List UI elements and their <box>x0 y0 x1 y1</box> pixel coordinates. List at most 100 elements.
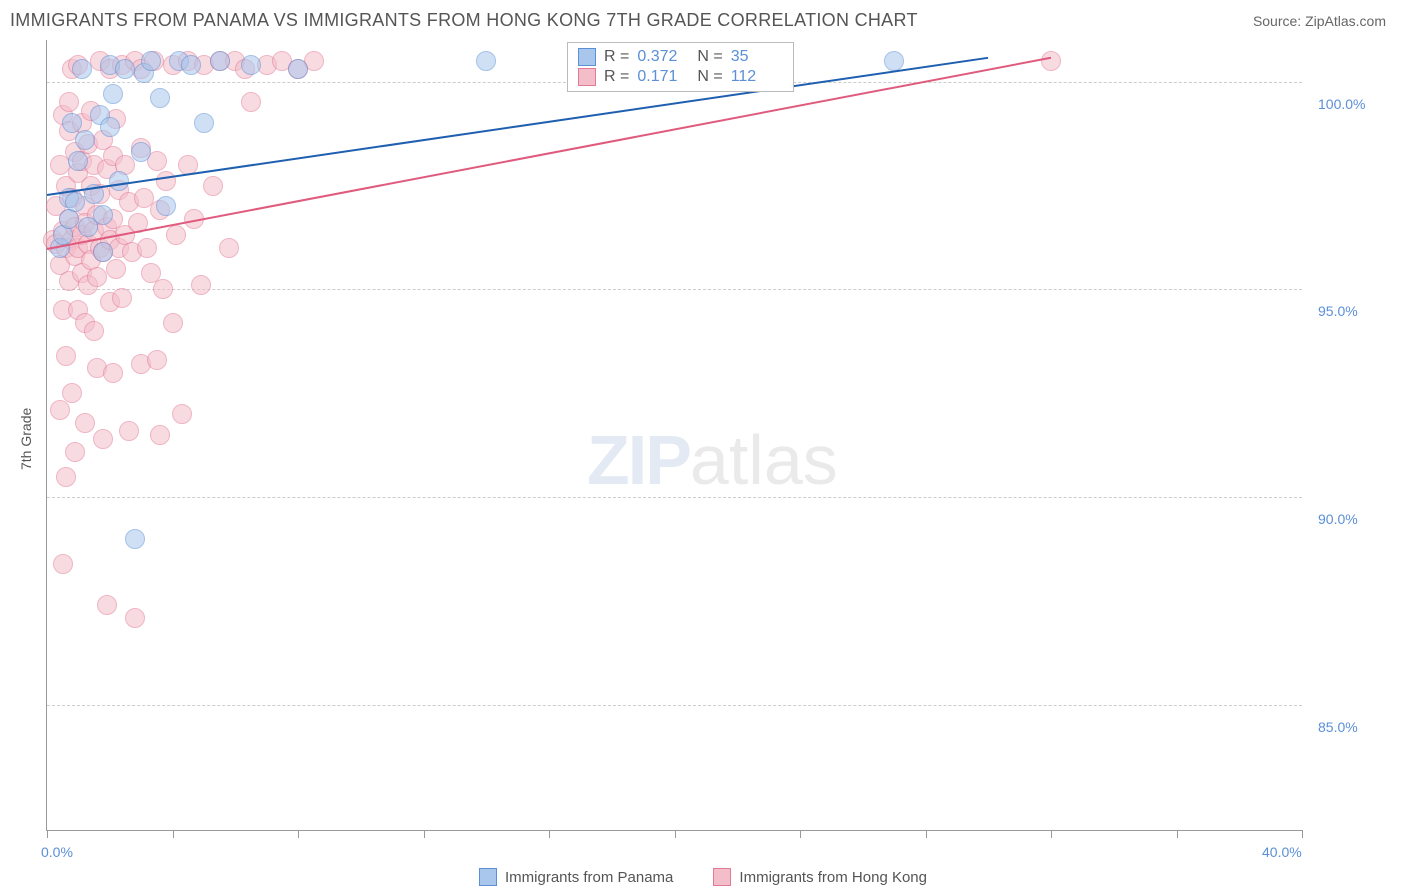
data-point <box>68 151 88 171</box>
data-point <box>125 608 145 628</box>
data-point <box>156 196 176 216</box>
data-point <box>137 238 157 258</box>
data-point <box>119 421 139 441</box>
series-swatch <box>578 68 596 86</box>
data-point <box>166 225 186 245</box>
data-point <box>288 59 308 79</box>
n-label: N = <box>697 48 722 66</box>
data-point <box>59 92 79 112</box>
x-tick <box>675 830 676 838</box>
data-point <box>93 205 113 225</box>
legend-label: Immigrants from Panama <box>505 869 673 886</box>
legend-item: Immigrants from Panama <box>479 868 673 886</box>
r-label: R = <box>604 48 629 66</box>
x-tick <box>1177 830 1178 838</box>
x-tick <box>424 830 425 838</box>
x-tick <box>173 830 174 838</box>
chart-title: IMMIGRANTS FROM PANAMA VS IMMIGRANTS FRO… <box>10 10 918 31</box>
data-point <box>884 51 904 71</box>
data-point <box>87 267 107 287</box>
data-point <box>65 442 85 462</box>
data-point <box>97 595 117 615</box>
data-point <box>150 88 170 108</box>
data-point <box>56 467 76 487</box>
y-axis-title: 7th Grade <box>18 408 34 470</box>
source-label: Source: ZipAtlas.com <box>1253 13 1386 29</box>
data-point <box>181 55 201 75</box>
gridline <box>47 705 1302 706</box>
trend-line <box>47 57 989 196</box>
data-point <box>75 130 95 150</box>
data-point <box>65 192 85 212</box>
data-point <box>163 313 183 333</box>
data-point <box>100 117 120 137</box>
watermark-atlas: atlas <box>690 421 838 499</box>
n-label: N = <box>697 68 722 86</box>
watermark-zip: ZIP <box>587 421 690 499</box>
r-label: R = <box>604 68 629 86</box>
y-tick-label: 100.0% <box>1318 96 1365 112</box>
series-swatch <box>578 48 596 66</box>
stat-row: R = 0.171 N = 112 <box>578 67 783 87</box>
n-value: 112 <box>731 68 783 86</box>
x-tick <box>1302 830 1303 838</box>
data-point <box>72 59 92 79</box>
data-point <box>210 51 230 71</box>
data-point <box>241 55 261 75</box>
x-tick <box>298 830 299 838</box>
data-point <box>112 288 132 308</box>
n-value: 35 <box>731 48 783 66</box>
data-point <box>50 400 70 420</box>
data-point <box>203 176 223 196</box>
data-point <box>150 425 170 445</box>
gridline <box>47 289 1302 290</box>
plot-area: ZIPatlas 85.0%90.0%95.0%100.0%0.0%40.0%R… <box>46 40 1302 831</box>
y-tick-label: 90.0% <box>1318 511 1358 527</box>
data-point <box>147 350 167 370</box>
legend-item: Immigrants from Hong Kong <box>713 868 927 886</box>
x-tick <box>1051 830 1052 838</box>
data-point <box>125 529 145 549</box>
data-point <box>56 346 76 366</box>
x-tick-label: 0.0% <box>41 844 73 860</box>
r-value: 0.171 <box>637 68 689 86</box>
data-point <box>103 363 123 383</box>
correlation-stats-box: R = 0.372 N = 35 R = 0.171 N = 112 <box>567 42 794 92</box>
legend-swatch <box>713 868 731 886</box>
data-point <box>115 59 135 79</box>
data-point <box>106 259 126 279</box>
data-point <box>62 383 82 403</box>
data-point <box>93 242 113 262</box>
data-point <box>219 238 239 258</box>
data-point <box>84 321 104 341</box>
data-point <box>191 275 211 295</box>
r-value: 0.372 <box>637 48 689 66</box>
data-point <box>131 142 151 162</box>
data-point <box>103 84 123 104</box>
x-tick <box>47 830 48 838</box>
x-tick-label: 40.0% <box>1262 844 1302 860</box>
data-point <box>93 429 113 449</box>
x-tick <box>800 830 801 838</box>
y-tick-label: 85.0% <box>1318 719 1358 735</box>
plot-container: ZIPatlas 85.0%90.0%95.0%100.0%0.0%40.0%R… <box>46 40 1396 830</box>
data-point <box>241 92 261 112</box>
data-point <box>194 113 214 133</box>
gridline <box>47 497 1302 498</box>
legend-label: Immigrants from Hong Kong <box>739 869 927 886</box>
y-tick-label: 95.0% <box>1318 303 1358 319</box>
x-tick <box>926 830 927 838</box>
watermark: ZIPatlas <box>587 420 838 500</box>
data-point <box>1041 51 1061 71</box>
legend-swatch <box>479 868 497 886</box>
trend-line <box>47 57 1051 250</box>
data-point <box>141 51 161 71</box>
data-point <box>156 171 176 191</box>
data-point <box>153 279 173 299</box>
legend: Immigrants from Panama Immigrants from Ho… <box>0 868 1406 886</box>
data-point <box>172 404 192 424</box>
data-point <box>476 51 496 71</box>
data-point <box>75 413 95 433</box>
x-tick <box>549 830 550 838</box>
data-point <box>53 554 73 574</box>
